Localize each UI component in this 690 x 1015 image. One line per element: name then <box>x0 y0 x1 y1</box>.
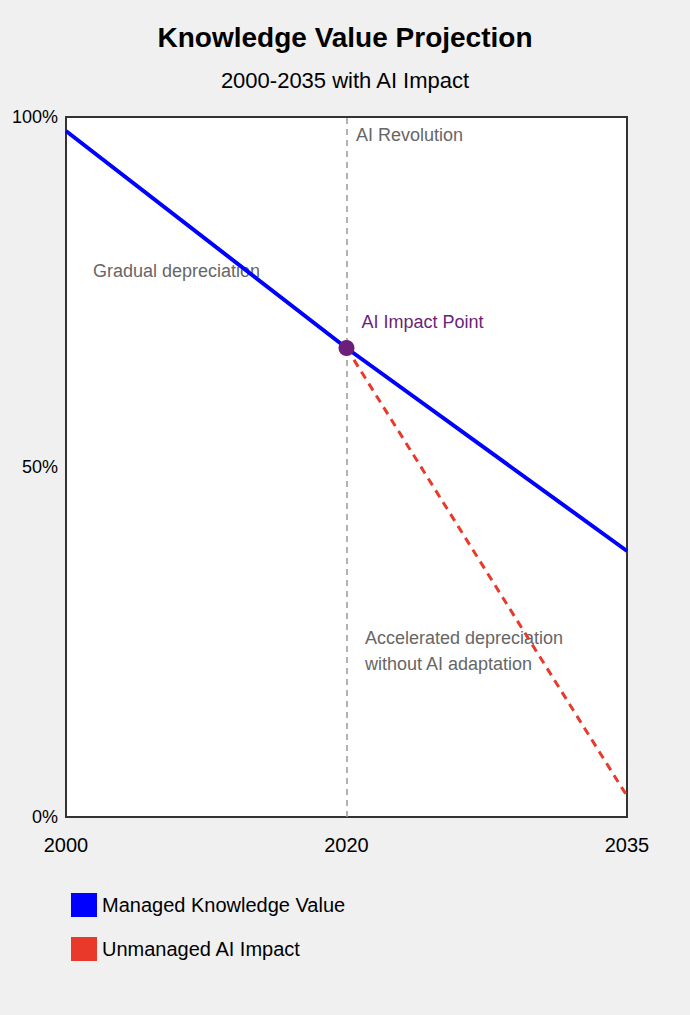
svg-text:without AI adaptation: without AI adaptation <box>364 654 532 674</box>
svg-text:AI Revolution: AI Revolution <box>356 125 463 145</box>
svg-text:Knowledge Value Projection: Knowledge Value Projection <box>158 22 533 53</box>
svg-text:50%: 50% <box>22 457 58 477</box>
svg-text:0%: 0% <box>32 807 58 827</box>
svg-text:AI Impact Point: AI Impact Point <box>362 312 484 332</box>
svg-text:Managed Knowledge Value: Managed Knowledge Value <box>102 894 345 916</box>
svg-text:2000: 2000 <box>44 834 89 856</box>
svg-text:Unmanaged AI Impact: Unmanaged AI Impact <box>102 938 300 960</box>
svg-text:Accelerated depreciation: Accelerated depreciation <box>365 628 564 648</box>
svg-text:100%: 100% <box>12 107 58 127</box>
svg-text:2020: 2020 <box>324 834 369 856</box>
svg-text:2035: 2035 <box>605 834 650 856</box>
svg-text:2000-2035 with AI Impact: 2000-2035 with AI Impact <box>221 68 469 93</box>
svg-text:Gradual depreciation: Gradual depreciation <box>93 261 261 281</box>
